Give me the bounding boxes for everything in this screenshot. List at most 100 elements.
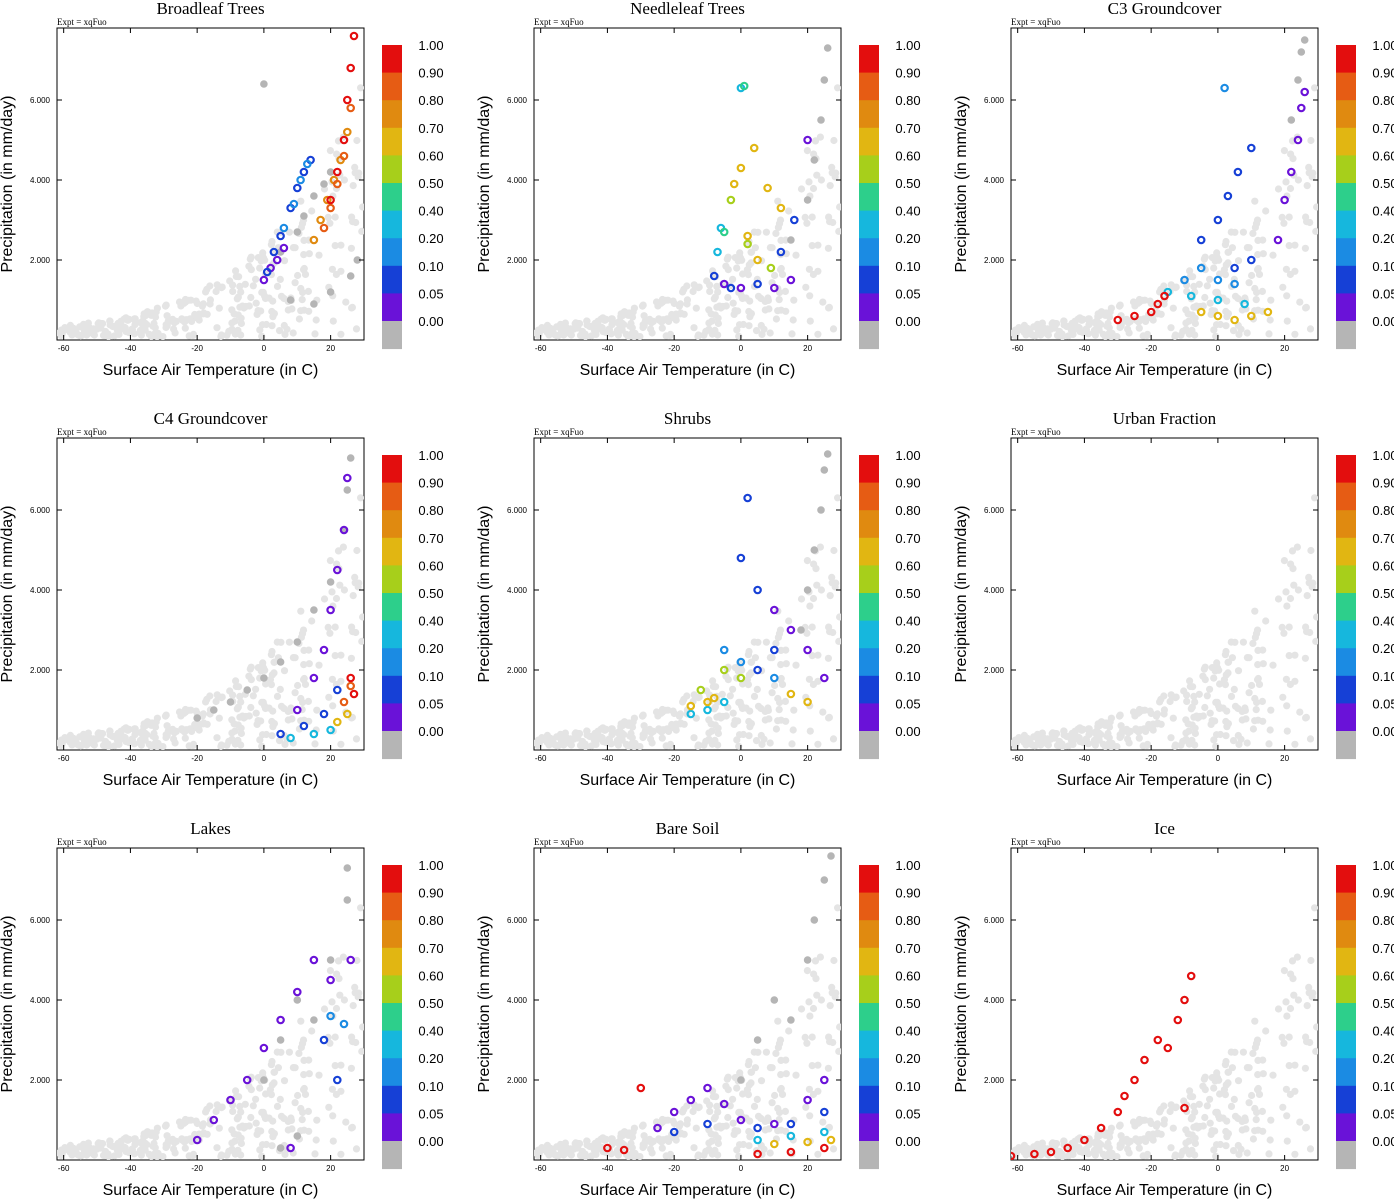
background-point	[120, 1135, 128, 1143]
background-point	[1186, 272, 1194, 281]
background-point	[1138, 296, 1147, 304]
background-point	[1285, 652, 1293, 660]
background-point	[75, 331, 83, 339]
background-point	[777, 306, 785, 314]
background-point	[790, 296, 798, 304]
x-tick-label: 20	[1280, 1164, 1289, 1173]
background-point	[666, 741, 674, 750]
colorbar-swatch	[1336, 293, 1356, 322]
background-point	[1296, 1118, 1304, 1126]
background-point	[591, 729, 599, 738]
background-point	[690, 1144, 698, 1152]
background-point	[694, 1152, 702, 1160]
background-point	[267, 681, 275, 689]
background-point	[262, 1090, 270, 1098]
background-point	[270, 669, 278, 677]
colorbar-swatch	[382, 675, 402, 704]
background-point	[747, 720, 756, 728]
colorbar-label: 0.90	[1372, 886, 1394, 901]
colorbar-swatch	[382, 920, 402, 949]
colorbar-swatch	[382, 892, 402, 921]
background-point	[735, 1108, 743, 1116]
data-point	[743, 239, 752, 249]
background-point	[1283, 727, 1291, 735]
background-point	[714, 741, 722, 749]
data-point	[276, 1015, 285, 1025]
background-point	[252, 1119, 260, 1127]
background-point	[1085, 725, 1093, 733]
background-point	[171, 329, 179, 337]
background-point	[546, 324, 555, 332]
background-point	[1296, 708, 1304, 716]
background-point	[270, 1130, 278, 1138]
colorbar-swatch	[1336, 1058, 1356, 1087]
data-point	[260, 674, 268, 682]
data-point	[209, 1115, 219, 1125]
background-point	[801, 213, 809, 221]
data-point	[709, 693, 719, 703]
background-point	[1206, 299, 1214, 307]
data-point	[753, 1149, 762, 1159]
background-point	[252, 709, 260, 717]
background-point	[329, 1137, 337, 1145]
data-point	[743, 493, 752, 503]
background-point	[300, 1071, 308, 1079]
background-point	[277, 638, 285, 646]
background-point	[206, 1102, 214, 1110]
y-tick-label: 6.000	[984, 506, 1005, 515]
background-point	[1278, 1033, 1286, 1041]
data-point	[296, 175, 305, 185]
background-point	[1291, 1150, 1299, 1158]
data-point	[797, 626, 805, 634]
background-point	[228, 716, 236, 724]
background-point	[1191, 314, 1199, 322]
background-point	[705, 319, 713, 327]
background-point	[1282, 998, 1290, 1006]
data-point	[276, 729, 285, 739]
data-point	[289, 199, 299, 209]
colorbar-label: 0.05	[895, 286, 920, 301]
y-tick-label: 2.000	[30, 666, 51, 675]
background-point	[630, 304, 639, 312]
data-point	[709, 271, 719, 281]
background-point	[778, 270, 787, 278]
background-point	[706, 1101, 714, 1109]
data-point	[803, 135, 812, 145]
background-point	[1313, 203, 1318, 211]
background-point	[1259, 646, 1267, 654]
background-point	[1231, 638, 1239, 646]
background-point	[808, 213, 816, 221]
background-point	[648, 1149, 656, 1157]
background-point	[348, 1124, 356, 1132]
background-point	[817, 586, 826, 594]
x-tick-label: -60	[58, 1164, 70, 1173]
background-point	[256, 736, 264, 744]
background-point	[1242, 715, 1250, 723]
background-point	[161, 302, 170, 310]
background-point	[1283, 317, 1291, 325]
background-point	[1201, 676, 1209, 684]
colorbar-swatch	[859, 1085, 879, 1114]
background-point	[131, 725, 139, 733]
background-point	[1210, 1084, 1218, 1092]
background-point	[247, 1086, 255, 1094]
colorbar-swatch	[1336, 1113, 1356, 1142]
colorbar-label: 0.50	[1372, 176, 1394, 191]
background-point	[810, 150, 818, 158]
background-point	[1234, 257, 1243, 265]
plot-area	[56, 847, 365, 1161]
background-point	[814, 241, 822, 249]
background-point	[814, 740, 822, 748]
background-point	[1249, 1135, 1257, 1143]
background-point	[1280, 967, 1288, 975]
background-point	[1228, 244, 1236, 252]
background-point	[1254, 674, 1262, 683]
background-point	[147, 721, 155, 729]
background-point	[1251, 284, 1259, 293]
colorbar-label: 1.00	[418, 448, 443, 463]
background-point	[332, 1004, 341, 1013]
background-point	[229, 691, 237, 699]
data-point	[326, 195, 335, 205]
background-point	[295, 1049, 303, 1057]
